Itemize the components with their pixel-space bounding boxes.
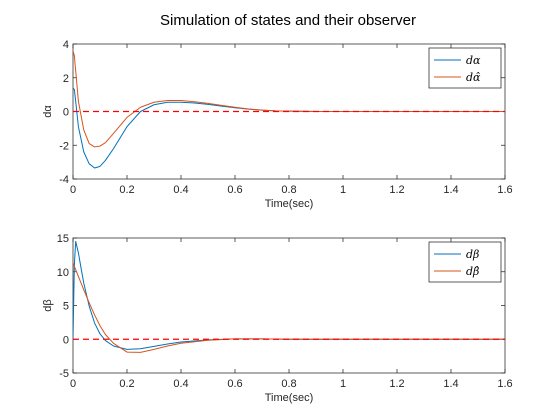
figure-title: Simulation of states and their observer — [160, 12, 416, 29]
x-tick-label: 1.6 — [497, 378, 512, 390]
y-tick-label: 5 — [63, 301, 69, 313]
y-tick-label: 15 — [57, 233, 69, 245]
legend-box — [428, 47, 502, 89]
legend-entry: dβ — [466, 248, 479, 261]
x-tick-label: 0 — [70, 184, 76, 196]
x-tick-label: 1.4 — [443, 378, 458, 390]
x-tick-label: 1.2 — [389, 184, 404, 196]
x-tick-label: 0.2 — [119, 378, 134, 390]
x-tick-label: 0.4 — [173, 184, 188, 196]
y-tick-label: -5 — [59, 368, 69, 380]
x-tick-label: 1 — [340, 378, 346, 390]
subplot-top: 0 0.2 0.4 0.6 0.8 1 1.2 1.4 1.6 -4 -2 0 2 4 Time(sec) d… — [42, 39, 513, 210]
x-tick-label: 1.4 — [443, 184, 458, 196]
x-axis-label: Time(sec) — [265, 198, 313, 210]
x-tick-label: 0.8 — [281, 184, 296, 196]
x-tick-label: 0.8 — [281, 378, 296, 390]
legend-entry: dα — [466, 54, 481, 67]
x-tick-label: 0.6 — [227, 378, 242, 390]
series-line-2 — [73, 50, 505, 148]
y-tick-label: 2 — [63, 73, 69, 85]
x-tick-label: 1.6 — [497, 184, 512, 196]
x-tick-label: 0.2 — [119, 184, 134, 196]
y-tick-label: -2 — [59, 140, 69, 152]
y-tick-label: 4 — [63, 39, 69, 51]
y-tick-label: -4 — [59, 174, 69, 186]
x-tick-label: 1.2 — [389, 378, 404, 390]
x-axis-label: Time(sec) — [265, 392, 313, 404]
legend: dβ dβ̂ — [428, 241, 502, 283]
x-tick-label: 0 — [70, 378, 76, 390]
legend-entry: dα̂ — [466, 71, 481, 84]
subplot-bottom: 0 0.2 0.4 0.6 0.8 1 1.2 1.4 1.6-5051015Time(sec)… — [42, 233, 513, 404]
y-axis-label: dβ — [42, 299, 54, 311]
y-axis-label: dα — [42, 105, 54, 118]
legend-box — [428, 241, 502, 283]
y-tick-label: 0 — [63, 107, 69, 119]
y-tick-label: 0 — [63, 334, 69, 346]
y-tick-label: 10 — [57, 267, 69, 279]
x-tick-label: 1 — [340, 184, 346, 196]
x-tick-label: 0.6 — [227, 184, 242, 196]
legend-entry: dβ̂ — [466, 265, 479, 278]
legend: dα dα̂ — [428, 47, 502, 89]
x-tick-label: 0.4 — [173, 378, 188, 390]
